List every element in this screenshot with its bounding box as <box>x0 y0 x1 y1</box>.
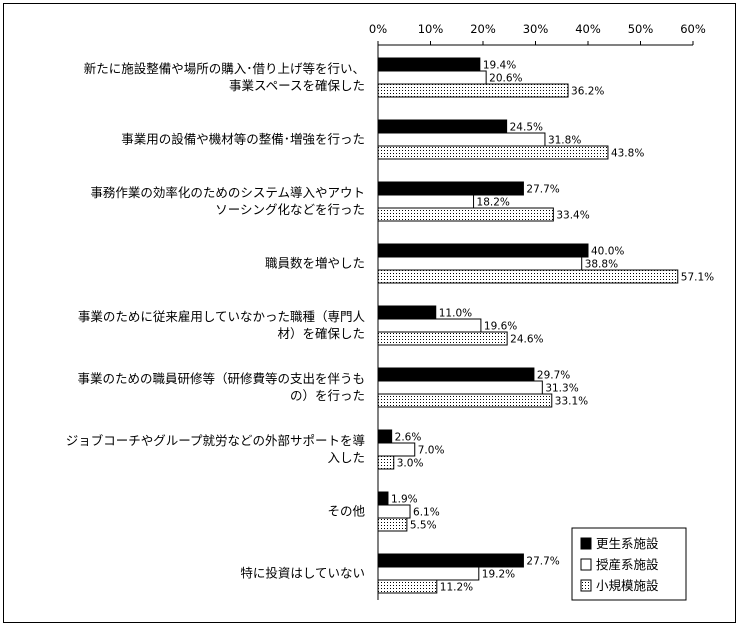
bar <box>377 145 609 160</box>
data-label: 43.8% <box>611 148 644 160</box>
category-label: 事業のために従来雇用していなかった職種（専門人 <box>78 309 366 324</box>
bar <box>377 429 393 444</box>
data-label: 36.2% <box>571 86 604 98</box>
bar <box>377 119 508 134</box>
x-tick-label: 10% <box>418 22 444 36</box>
x-tick-label: 40% <box>575 22 601 36</box>
bar <box>377 380 543 395</box>
category-label: の）を行った <box>290 388 365 403</box>
chart-frame <box>3 3 736 623</box>
legend-label: 小規模施設 <box>596 578 659 593</box>
data-label: 40.0% <box>591 246 624 258</box>
bar <box>377 318 482 333</box>
category-label: ソーシング化などを行った <box>215 202 365 217</box>
bar <box>377 181 524 196</box>
data-label: 7.0% <box>418 445 445 457</box>
bar <box>377 393 553 408</box>
bar <box>377 70 487 85</box>
data-label: 1.9% <box>391 494 418 506</box>
category-label: その他 <box>327 504 365 519</box>
bar <box>377 442 416 457</box>
bar <box>377 517 408 532</box>
x-tick-label: 0% <box>369 22 387 36</box>
data-label: 29.7% <box>537 370 570 382</box>
data-label: 27.7% <box>526 556 559 568</box>
bar <box>377 194 475 209</box>
bar <box>377 553 524 568</box>
category-label: 職員数を増やした <box>265 256 365 271</box>
bar <box>377 83 569 98</box>
data-label: 20.6% <box>489 73 522 85</box>
legend-swatch <box>580 558 592 571</box>
bar <box>377 269 679 284</box>
data-label: 11.2% <box>440 582 473 594</box>
data-label: 31.8% <box>548 135 581 147</box>
bar <box>377 367 535 382</box>
data-label: 24.5% <box>510 122 543 134</box>
legend-label: 更生系施設 <box>596 536 659 551</box>
data-label: 31.3% <box>545 383 578 395</box>
data-label: 38.8% <box>585 259 618 271</box>
bar <box>377 256 583 271</box>
category-label: 事業スペースを確保した <box>229 78 365 93</box>
category-label: 事業用の設備や機材等の整備･増強を行った <box>121 132 365 147</box>
bar <box>377 455 395 470</box>
x-tick-label: 30% <box>523 22 549 36</box>
bar <box>377 579 438 594</box>
category-label: 新たに施設整備や場所の購入･借り上げ等を行い、 <box>84 61 365 76</box>
data-label: 11.0% <box>439 308 472 320</box>
data-label: 19.6% <box>484 321 517 333</box>
category-label: 特に投資はしていない <box>240 566 365 581</box>
category-label: ジョブコーチやグループ就労などの外部サポートを導 <box>66 433 365 448</box>
bar <box>377 305 437 320</box>
data-label: 5.5% <box>410 520 437 532</box>
data-label: 33.4% <box>556 210 589 222</box>
bar <box>377 132 546 147</box>
data-label: 2.6% <box>395 432 422 444</box>
category-label: 入した <box>327 450 365 465</box>
bar <box>377 504 411 519</box>
data-label: 24.6% <box>510 334 543 346</box>
data-label: 57.1% <box>681 272 714 284</box>
data-label: 33.1% <box>555 396 588 408</box>
data-label: 27.7% <box>526 184 559 196</box>
bar <box>377 331 508 346</box>
x-tick-label: 60% <box>680 22 706 36</box>
bar <box>377 566 480 581</box>
x-tick-label: 20% <box>470 22 496 36</box>
data-label: 19.4% <box>483 60 516 72</box>
legend-swatch <box>580 579 592 592</box>
legend-label: 授産系施設 <box>596 557 659 572</box>
category-label: 材）を確保した <box>277 326 365 341</box>
data-label: 18.2% <box>477 197 510 209</box>
category-label: 事業のための職員研修等（研修費等の支出を伴うも <box>77 371 365 386</box>
x-tick-label: 50% <box>628 22 654 36</box>
bar <box>377 57 481 72</box>
data-label: 6.1% <box>413 507 440 519</box>
legend-swatch <box>580 537 592 550</box>
bar <box>377 243 589 258</box>
bar <box>377 207 554 222</box>
category-label: 事務作業の効率化のためのシステム導入やアウト <box>90 185 365 200</box>
bar <box>377 491 389 506</box>
data-label: 3.0% <box>397 458 424 470</box>
data-label: 19.2% <box>482 569 515 581</box>
